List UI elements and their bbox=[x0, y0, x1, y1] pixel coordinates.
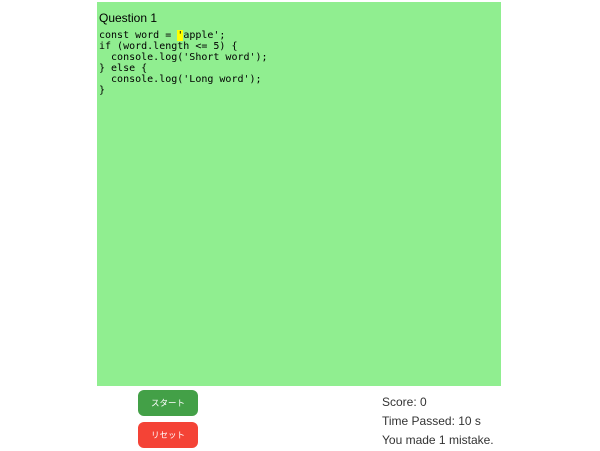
mistake-count-text: You made 1 mistake. bbox=[382, 433, 494, 447]
question-title: Question 1 bbox=[99, 11, 158, 25]
code-current-char-highlight: ' bbox=[177, 30, 184, 41]
start-button[interactable]: スタート bbox=[138, 390, 198, 416]
time-passed-text: Time Passed: 10 s bbox=[382, 414, 481, 428]
code-typing-area[interactable]: const word = 'apple'; if (word.length <=… bbox=[99, 30, 268, 96]
question-panel: Question 1 const word = 'apple'; if (wor… bbox=[97, 2, 501, 386]
code-remaining-text: apple'; if (word.length <= 5) { console.… bbox=[99, 30, 268, 96]
code-typed-text: const word = bbox=[99, 30, 178, 41]
score-text: Score: 0 bbox=[382, 395, 427, 409]
reset-button[interactable]: リセット bbox=[138, 422, 198, 448]
